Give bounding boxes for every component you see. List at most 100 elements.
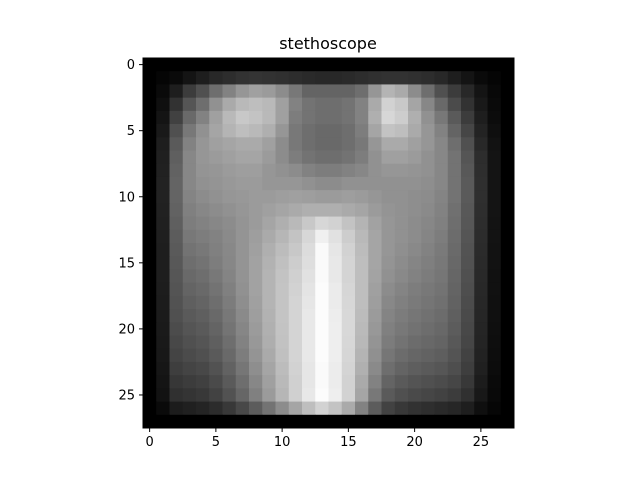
- heatmap-cell: [487, 84, 502, 99]
- heatmap-cell: [156, 335, 170, 350]
- heatmap-cell: [434, 309, 449, 323]
- heatmap-cell: [408, 243, 422, 257]
- heatmap-cell: [275, 269, 290, 284]
- heatmap-cell: [262, 176, 276, 191]
- heatmap-cell: [249, 124, 263, 138]
- heatmap-cell: [249, 163, 263, 178]
- heatmap-cell: [222, 348, 237, 363]
- heatmap-cell: [196, 256, 210, 270]
- heatmap-cell: [328, 269, 343, 284]
- heatmap-cell: [394, 269, 409, 284]
- heatmap-cell: [328, 348, 343, 363]
- y-tick-label: 0: [127, 58, 135, 73]
- heatmap-cell: [394, 229, 409, 244]
- heatmap-cell: [447, 163, 462, 178]
- heatmap-cell: [447, 361, 462, 376]
- heatmap-cell: [143, 243, 157, 257]
- heatmap-cell: [182, 322, 197, 336]
- heatmap-cell: [196, 309, 210, 323]
- heatmap-cell: [222, 243, 237, 257]
- heatmap-cell: [408, 375, 422, 389]
- heatmap-cell: [381, 322, 396, 336]
- heatmap-cell: [222, 335, 237, 350]
- heatmap-cell: [209, 124, 223, 138]
- heatmap-cell: [196, 361, 210, 376]
- heatmap-cell: [182, 203, 197, 217]
- heatmap-cell: [182, 97, 197, 112]
- heatmap-cell: [169, 282, 184, 297]
- heatmap-cell: [209, 401, 223, 416]
- heatmap-cell: [474, 309, 488, 323]
- heatmap-cell: [447, 282, 462, 297]
- heatmap-cell: [474, 84, 488, 99]
- heatmap-cell: [315, 150, 329, 165]
- heatmap-cell: [249, 110, 263, 125]
- heatmap-cell: [156, 401, 170, 416]
- heatmap-cell: [235, 282, 250, 297]
- heatmap-cell: [500, 401, 515, 416]
- heatmap-cell: [262, 282, 276, 297]
- heatmap-cell: [368, 124, 382, 138]
- heatmap-cell: [421, 348, 435, 363]
- heatmap-cell: [461, 216, 475, 231]
- heatmap-cell: [169, 243, 184, 257]
- heatmap-cell: [143, 110, 157, 125]
- heatmap-cell: [143, 375, 157, 389]
- heatmap-cell: [235, 269, 250, 284]
- heatmap-cell: [474, 176, 488, 191]
- x-tick-label: 15: [340, 435, 357, 450]
- heatmap-cell: [487, 414, 502, 429]
- heatmap-cell: [394, 163, 409, 178]
- heatmap-cell: [461, 361, 475, 376]
- heatmap-cell: [196, 137, 210, 151]
- heatmap-cell: [434, 71, 449, 85]
- heatmap-cell: [209, 322, 223, 336]
- heatmap-cell: [196, 97, 210, 112]
- heatmap-cell: [368, 295, 382, 310]
- heatmap-cell: [302, 84, 316, 99]
- heatmap-cell: [394, 375, 409, 389]
- heatmap-cell: [341, 401, 356, 416]
- heatmap-cell: [368, 110, 382, 125]
- heatmap-cell: [275, 375, 290, 389]
- heatmap-cell: [421, 269, 435, 284]
- heatmap-cell: [368, 256, 382, 270]
- heatmap-cell: [461, 124, 475, 138]
- heatmap-cell: [368, 190, 382, 204]
- heatmap-cell: [421, 124, 435, 138]
- heatmap-cell: [235, 176, 250, 191]
- heatmap-cell: [262, 203, 276, 217]
- heatmap-cell: [143, 216, 157, 231]
- heatmap-cell: [169, 163, 184, 178]
- heatmap-cell: [355, 243, 369, 257]
- heatmap-cell: [328, 137, 343, 151]
- heatmap-cell: [434, 190, 449, 204]
- heatmap-cell: [474, 295, 488, 310]
- heatmap-cell: [222, 84, 237, 99]
- heatmap-cell: [182, 388, 197, 402]
- heatmap-cell: [381, 58, 396, 72]
- heatmap-cell: [394, 256, 409, 270]
- heatmap-cell: [381, 348, 396, 363]
- heatmap-cell: [447, 216, 462, 231]
- heatmap-cell: [447, 243, 462, 257]
- y-axis: 0 5 10 15 20 25: [118, 58, 143, 403]
- heatmap-cell: [235, 84, 250, 99]
- heatmap-cell: [143, 71, 157, 85]
- heatmap-cell: [275, 388, 290, 402]
- heatmap-cell: [302, 203, 316, 217]
- heatmap-cell: [288, 361, 303, 376]
- heatmap-cell: [408, 388, 422, 402]
- heatmap-cell: [222, 190, 237, 204]
- heatmap-cell: [421, 229, 435, 244]
- heatmap-cell: [474, 71, 488, 85]
- heatmap-cell: [262, 150, 276, 165]
- heatmap-cell: [461, 163, 475, 178]
- heatmap-cell: [249, 229, 263, 244]
- heatmap-cell: [421, 256, 435, 270]
- heatmap-cell: [315, 335, 329, 350]
- heatmap-cell: [500, 269, 515, 284]
- heatmap-cell: [341, 282, 356, 297]
- heatmap-cell: [408, 58, 422, 72]
- heatmap-cell: [302, 414, 316, 429]
